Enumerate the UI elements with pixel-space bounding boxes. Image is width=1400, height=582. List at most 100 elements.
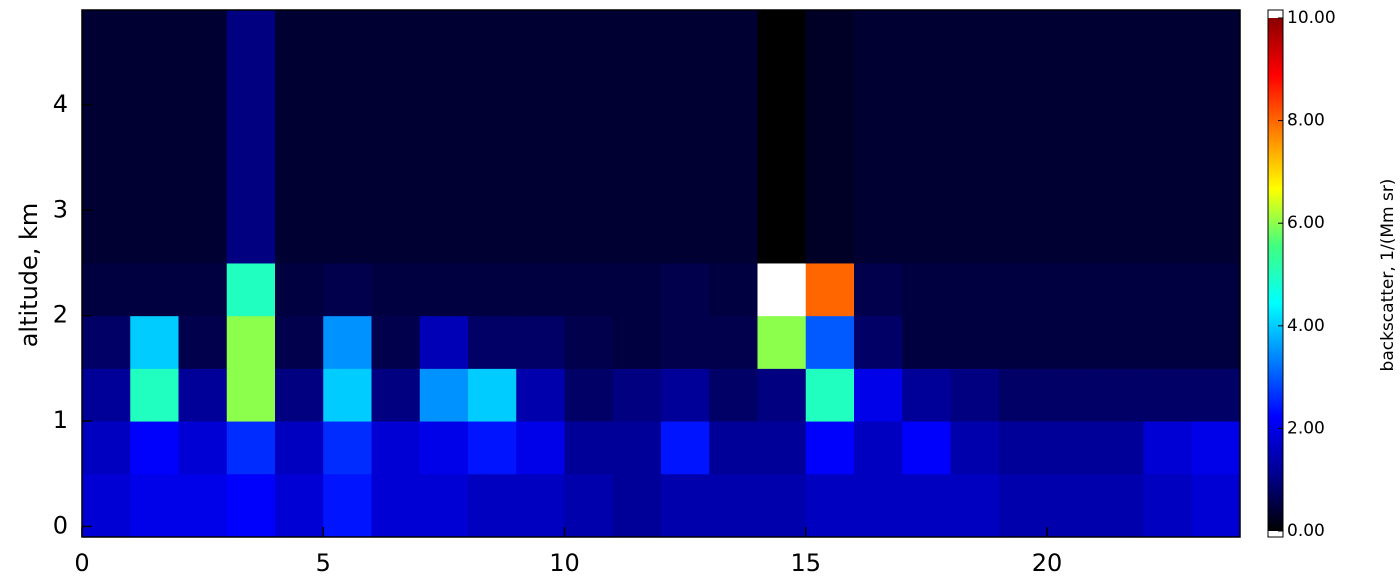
colorbar [1268, 18, 1283, 531]
heatmap-cell [130, 473, 179, 538]
heatmap-cell [82, 315, 131, 369]
heatmap-cell [82, 104, 131, 159]
heatmap-cell [1047, 315, 1096, 369]
heatmap-cell [661, 315, 710, 369]
heatmap-cell [1143, 52, 1193, 106]
colorbar-tick-label: 10.00 [1287, 8, 1336, 28]
heatmap-cell [226, 157, 276, 211]
heatmap-cell [275, 315, 324, 369]
heatmap-cell [757, 104, 807, 159]
heatmap-cell [950, 421, 1000, 475]
heatmap-cell [419, 210, 469, 264]
heatmap-cell [661, 210, 710, 264]
heatmap-cell [1047, 157, 1096, 211]
heatmap-cell [998, 315, 1048, 369]
heatmap-cell [661, 262, 710, 317]
heatmap-cell [998, 421, 1048, 475]
heatmap-cell [468, 421, 517, 475]
colorbar-tick-label: 2.00 [1287, 418, 1325, 438]
heatmap-cell [516, 104, 565, 159]
heatmap-cell [82, 210, 131, 264]
heatmap-cell [950, 315, 1000, 369]
heatmap-cell [612, 315, 662, 369]
heatmap-cell [130, 262, 179, 317]
heatmap-cell [516, 262, 565, 317]
heatmap-cell [1191, 157, 1241, 211]
heatmap-cell [323, 104, 372, 159]
heatmap-cell [757, 421, 807, 475]
heatmap-cell [371, 210, 421, 264]
heatmap-cell [468, 10, 517, 53]
heatmap-cell [226, 10, 276, 53]
heatmap-cell [854, 52, 903, 106]
heatmap-cell [275, 157, 324, 211]
heatmap-cell [419, 473, 469, 538]
heatmap-cell [709, 104, 758, 159]
heatmap-cell [805, 10, 855, 53]
heatmap-cell [805, 157, 855, 211]
heatmap-cell [661, 368, 710, 422]
heatmap-cell [516, 52, 565, 106]
heatmap-cell [902, 210, 951, 264]
heatmap-cell [1095, 421, 1144, 475]
heatmap-cell [950, 262, 1000, 317]
heatmap-cell [371, 104, 421, 159]
heatmap-cell [226, 421, 276, 475]
heatmap-cell [854, 421, 903, 475]
heatmap-cell [1191, 210, 1241, 264]
heatmap-cell [371, 262, 421, 317]
heatmap-cell [275, 52, 324, 106]
x-tick-label: 0 [74, 549, 89, 577]
heatmap-cell [323, 473, 372, 538]
heatmap-cell [854, 368, 903, 422]
heatmap-cell [1191, 368, 1241, 422]
heatmap-cell [371, 157, 421, 211]
heatmap-cell [757, 473, 807, 538]
heatmap-cell [468, 210, 517, 264]
heatmap-cell [950, 473, 1000, 538]
heatmap-cell [1191, 421, 1241, 475]
heatmap-cell [516, 210, 565, 264]
heatmap-cell [950, 104, 1000, 159]
heatmap-cell [516, 421, 565, 475]
heatmap-cell [805, 210, 855, 264]
heatmap-cell [709, 368, 758, 422]
heatmap-cell [516, 473, 565, 538]
heatmap-cell [854, 262, 903, 317]
heatmap-cell [275, 10, 324, 53]
heatmap-cell [805, 473, 855, 538]
colorbar-tick-label: 6.00 [1287, 213, 1325, 233]
heatmap-cell [805, 421, 855, 475]
heatmap-cell [130, 421, 179, 475]
heatmap-cell [323, 262, 372, 317]
heatmap-cell [902, 52, 951, 106]
heatmap-cell [130, 368, 179, 422]
heatmap-cell [419, 157, 469, 211]
heatmap-cell [950, 52, 1000, 106]
heatmap-cell [1143, 210, 1193, 264]
heatmap-cell [516, 315, 565, 369]
heatmap-cell [226, 104, 276, 159]
heatmap-cell [1047, 262, 1096, 317]
heatmap-cell [371, 368, 421, 422]
heatmap-cell [805, 368, 855, 422]
heatmap-cell [226, 368, 276, 422]
heatmap-cell [419, 315, 469, 369]
heatmap-cell [178, 262, 228, 317]
heatmap-cell [323, 368, 372, 422]
heatmap-cell [564, 52, 614, 106]
heatmap-cell [854, 315, 903, 369]
heatmap-cell [661, 157, 710, 211]
heatmap-cell [178, 473, 228, 538]
heatmap-cell [226, 315, 276, 369]
heatmap-cell [130, 104, 179, 159]
heatmap-cell [1047, 473, 1096, 538]
heatmap-cell [1095, 52, 1144, 106]
heatmap-cell [661, 52, 710, 106]
x-tick-label: 15 [790, 549, 821, 577]
x-tick-label: 20 [1032, 549, 1063, 577]
heatmap-cell [1095, 104, 1144, 159]
heatmap-cell [323, 315, 372, 369]
y-tick-label: 3 [53, 195, 68, 223]
